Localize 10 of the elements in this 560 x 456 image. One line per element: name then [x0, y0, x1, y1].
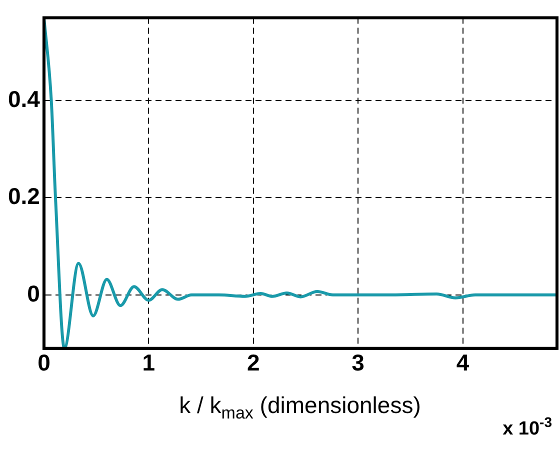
y-tick-label: 0.2 [8, 183, 40, 210]
y-tick-label: 0.4 [8, 86, 40, 112]
x-tick-label: 1 [142, 350, 156, 376]
text: x 10$^{-3}$ [502, 414, 552, 440]
line-series [44, 18, 557, 348]
x-tick-label: 2 [246, 350, 260, 376]
y-tick-label: 0 [27, 280, 40, 306]
x-axis-title: k / k$_{max}$ (dimensionless) [179, 392, 421, 423]
x-tick-label: 4 [456, 350, 470, 376]
x-tick-label: 3 [352, 350, 364, 376]
